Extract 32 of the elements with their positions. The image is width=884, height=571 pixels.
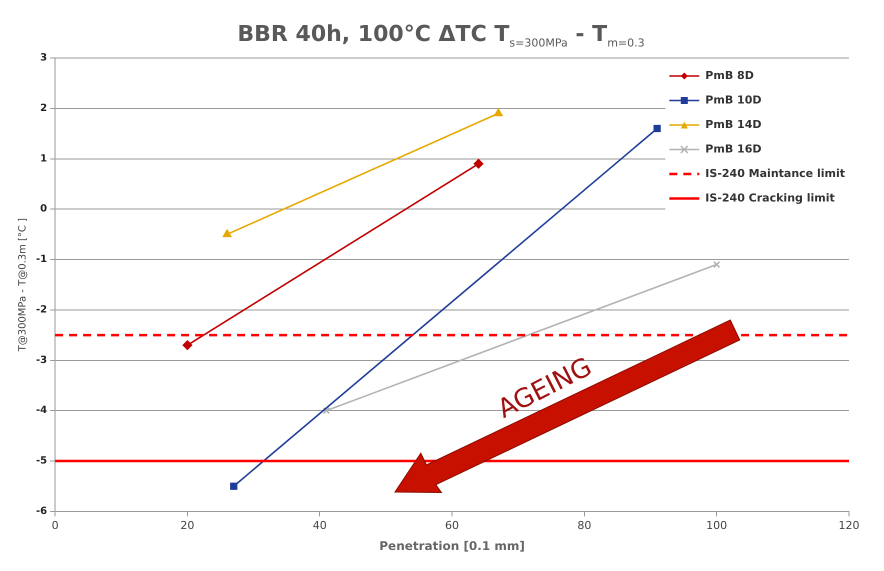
x-tick-label: 60: [445, 518, 460, 532]
x-tick-label: 20: [180, 518, 194, 532]
y-tick-label: 1: [40, 153, 48, 164]
y-tick-label: -3: [36, 354, 48, 366]
y-tick-label: -5: [36, 456, 48, 467]
legend-label: IS-240 Cracking limit: [705, 191, 835, 204]
point: [322, 407, 330, 414]
legend-label: PmB 8D: [705, 68, 754, 82]
y-tick-label: 2: [40, 102, 48, 114]
point: [713, 260, 720, 268]
x-tick-label: 80: [577, 518, 592, 532]
point: [230, 482, 238, 490]
legend-label: PmB 10D: [705, 93, 762, 106]
x-tick-label: 120: [838, 518, 860, 532]
y-tick-label: -6: [36, 506, 48, 517]
x-axis-title: Penetration [0.1 mm]: [379, 538, 525, 553]
y-tick-label: -2: [36, 304, 48, 316]
legend-label: IS-240 Maintance limit: [705, 166, 846, 180]
y-tick-label: -4: [36, 405, 48, 416]
x-tick-label: 0: [52, 518, 59, 532]
legend-label: PmB 16D: [705, 142, 762, 156]
chart-title: BBR 40h, 100°C ΔTC T$_{s=300MPa}$ - T$_{m=0.3}$: [236, 22, 646, 50]
y-tick-label: 3: [40, 52, 48, 64]
y-tick-label: 0: [40, 204, 48, 215]
legend-label: PmB 14D: [705, 118, 762, 131]
y-tick-label: -1: [36, 254, 48, 266]
point: [474, 158, 484, 169]
point: [182, 340, 192, 350]
point: [654, 124, 661, 132]
x-tick-label: 100: [706, 518, 728, 532]
x-tick-label: 40: [312, 518, 327, 532]
y-axis-title: T@300MPa - T@0.3m [°C ]: [18, 218, 29, 352]
